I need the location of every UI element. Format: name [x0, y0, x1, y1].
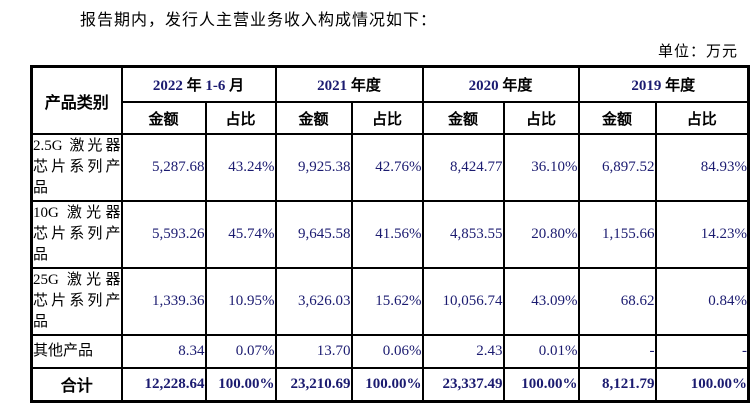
amount-cell: 9,925.38: [274, 133, 353, 202]
ratio-cell: 45.74%: [204, 200, 277, 269]
column-header-period-2022: 2022 年 1-6 月: [120, 65, 277, 103]
amount-cell: 68.62: [577, 267, 657, 336]
table-header-row-subcolumns: 金额 占比 金额 占比 金额 占比 金额 占比: [32, 101, 750, 135]
subheader-amount: 金额: [421, 101, 505, 135]
ratio-cell: 10.95%: [204, 267, 277, 336]
period-month-number: 1-6: [205, 78, 226, 94]
table-row-2.5g-laser-chip: 2.5G 激光器芯片系列产品 5,287.68 43.24% 9,925.38 …: [30, 133, 750, 202]
total-ratio-cell: 100.00%: [502, 367, 580, 402]
amount-cell: -: [577, 334, 657, 369]
product-name: 25G 激光器芯片系列产品: [30, 267, 123, 336]
ratio-cell: 15.62%: [350, 267, 424, 336]
ratio-cell: 36.10%: [502, 133, 580, 202]
amount-cell: 5,287.68: [120, 133, 207, 202]
amount-cell: 6,897.52: [577, 133, 657, 202]
ratio-cell: 0.07%: [204, 334, 277, 369]
total-amount-cell: 23,210.69: [274, 367, 353, 402]
ratio-cell: 84.93%: [654, 133, 750, 202]
period-year-number: 2022: [152, 78, 183, 94]
period-year-number: 2019: [631, 78, 662, 94]
amount-cell: 9,645.58: [274, 200, 353, 269]
unit-label: 单位：万元: [657, 44, 738, 60]
ratio-cell: 43.24%: [204, 133, 277, 202]
ratio-cell: 43.09%: [502, 267, 580, 336]
product-name: 10G 激光器芯片系列产品: [30, 200, 123, 269]
ratio-cell: 0.84%: [654, 267, 750, 336]
period-month-suffix: 月: [225, 78, 245, 94]
ratio-cell: -: [654, 334, 750, 369]
period-year-suffix: 年度: [661, 78, 696, 94]
table-header-row-periods: 产品类别 2022 年 1-6 月 2021 年度 2020 年度 2019 年…: [30, 65, 750, 135]
subheader-amount: 金额: [577, 101, 657, 135]
amount-cell: 10,056.74: [421, 267, 505, 336]
amount-cell: 1,155.66: [577, 200, 657, 269]
table-row-25g-laser-chip: 25G 激光器芯片系列产品 1,339.36 10.95% 3,626.03 1…: [30, 267, 750, 336]
subheader-ratio: 占比: [502, 101, 580, 135]
ratio-cell: 14.23%: [654, 200, 750, 269]
subheader-ratio: 占比: [204, 101, 277, 135]
ratio-cell: 41.56%: [350, 200, 424, 269]
period-year-number: 2021: [317, 78, 348, 94]
amount-cell: 8,424.77: [421, 133, 505, 202]
table-row-10g-laser-chip: 10G 激光器芯片系列产品 5,593.26 45.74% 9,645.58 4…: [30, 200, 750, 269]
column-header-period-2021: 2021 年度: [274, 65, 424, 103]
amount-cell: 4,853.55: [421, 200, 505, 269]
product-name: 2.5G 激光器芯片系列产品: [30, 133, 123, 202]
total-amount-cell: 12,228.64: [120, 367, 207, 402]
period-year-suffix: 年: [182, 78, 206, 94]
total-amount-cell: 23,337.49: [421, 367, 505, 402]
subheader-amount: 金额: [274, 101, 353, 135]
subheader-ratio: 占比: [350, 101, 424, 135]
column-header-period-2020: 2020 年度: [421, 65, 580, 103]
total-ratio-cell: 100.00%: [204, 367, 277, 402]
product-name: 其他产品: [30, 334, 123, 369]
total-label: 合计: [30, 367, 123, 402]
amount-cell: 3,626.03: [274, 267, 353, 336]
column-header-product-category: 产品类别: [30, 65, 123, 135]
subheader-amount: 金额: [120, 101, 207, 135]
period-year-suffix: 年度: [347, 78, 381, 94]
amount-cell: 5,593.26: [120, 200, 207, 269]
table-row-total: 合计 12,228.64 100.00% 23,210.69 100.00% 2…: [30, 367, 750, 402]
column-header-period-2019: 2019 年度: [577, 65, 750, 103]
total-ratio-cell: 100.00%: [654, 367, 750, 402]
intro-paragraph: 报告期内，发行人主营业务收入构成情况如下：: [80, 12, 438, 29]
table-row-other-products: 其他产品 8.34 0.07% 13.70 0.06% 2.43 0.01% -…: [30, 334, 750, 369]
revenue-composition-table: 产品类别 2022 年 1-6 月 2021 年度 2020 年度 2019 年…: [30, 65, 751, 403]
amount-cell: 13.70: [274, 334, 353, 369]
period-year-suffix: 年度: [498, 78, 533, 94]
amount-cell: 2.43: [421, 334, 505, 369]
ratio-cell: 20.80%: [502, 200, 580, 269]
amount-cell: 8.34: [120, 334, 207, 369]
ratio-cell: 0.06%: [350, 334, 424, 369]
period-year-number: 2020: [468, 78, 499, 94]
ratio-cell: 0.01%: [502, 334, 580, 369]
ratio-cell: 42.76%: [350, 133, 424, 202]
total-ratio-cell: 100.00%: [350, 367, 424, 402]
subheader-ratio: 占比: [654, 101, 750, 135]
amount-cell: 1,339.36: [120, 267, 207, 336]
total-amount-cell: 8,121.79: [577, 367, 657, 402]
